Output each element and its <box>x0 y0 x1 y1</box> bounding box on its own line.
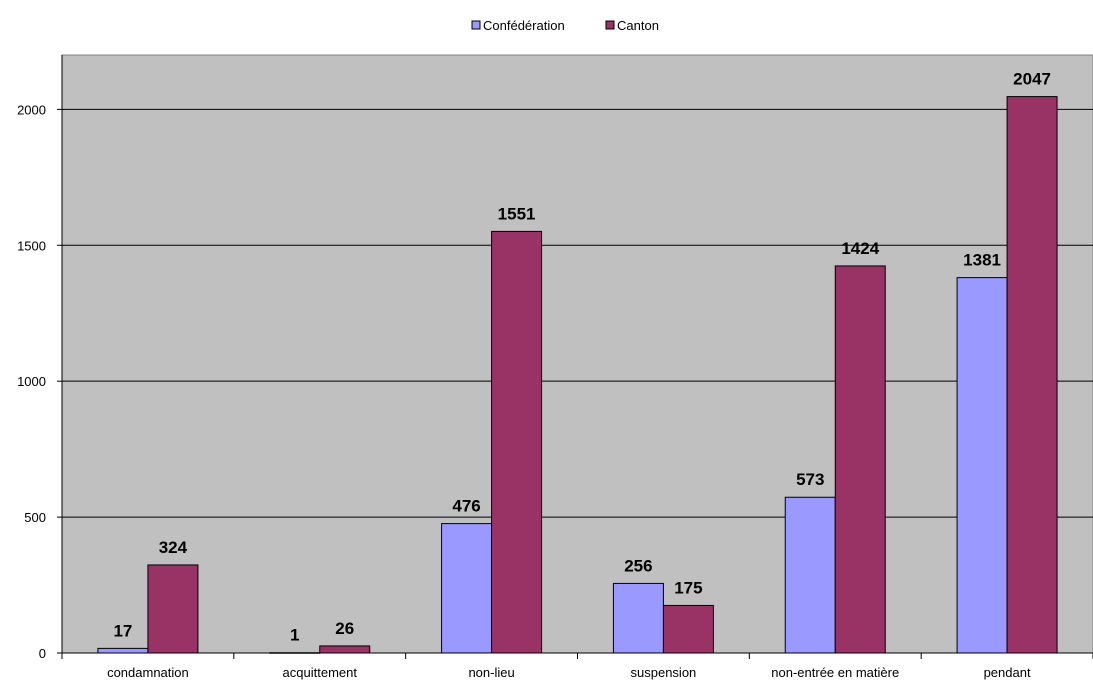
x-category-label: condamnation <box>107 665 189 680</box>
x-category-label: non-lieu <box>468 665 514 680</box>
data-label: 1381 <box>963 251 1001 270</box>
x-category-label: non-entrée en matière <box>771 665 899 680</box>
y-tick-label: 0 <box>39 646 46 661</box>
legend-swatch <box>471 20 481 30</box>
x-category-label: pendant <box>984 665 1031 680</box>
x-category-label: suspension <box>631 665 697 680</box>
bar-canton <box>319 645 371 654</box>
y-axis: 0 500 1000 1500 2000 <box>17 55 63 661</box>
y-tick-label: 1000 <box>17 374 46 389</box>
plot-area <box>61 54 1093 654</box>
data-label: 476 <box>452 497 480 516</box>
data-label: 26 <box>335 619 354 638</box>
legend-swatch <box>605 20 615 30</box>
bar-canton <box>1006 96 1058 654</box>
legend-label: Canton <box>617 18 659 33</box>
bar-confederation <box>441 523 493 654</box>
bar-confederation <box>956 277 1008 654</box>
y-tick-label: 500 <box>24 510 46 525</box>
bars: 17 1 476 256 573 1381 324 26 1551 175 1424 2047 <box>97 70 1058 654</box>
data-label: 1 <box>290 626 299 645</box>
data-label: 256 <box>624 556 652 575</box>
bar-confederation <box>784 496 836 654</box>
data-label: 1551 <box>498 204 536 223</box>
legend: Confédération Canton <box>471 18 659 33</box>
bar-canton <box>147 564 199 654</box>
bar-canton <box>662 604 714 654</box>
bar-canton <box>834 265 886 654</box>
bar-canton <box>491 230 543 654</box>
data-label: 175 <box>674 578 702 597</box>
data-label: 324 <box>159 538 188 557</box>
gridlines <box>62 108 1093 518</box>
data-label: 2047 <box>1013 70 1051 89</box>
bar-confederation <box>612 582 664 654</box>
x-axis: condamnation acquittement non-lieu suspensi… <box>61 652 1093 680</box>
y-tick-label: 2000 <box>17 102 46 117</box>
x-category-label: acquittement <box>283 665 358 680</box>
legend-label: Confédération <box>483 18 565 33</box>
data-label: 17 <box>113 621 132 640</box>
data-label: 1424 <box>841 239 879 258</box>
data-label: 573 <box>796 470 824 489</box>
y-tick-label: 1500 <box>17 238 46 253</box>
bar-confederation <box>97 647 149 654</box>
